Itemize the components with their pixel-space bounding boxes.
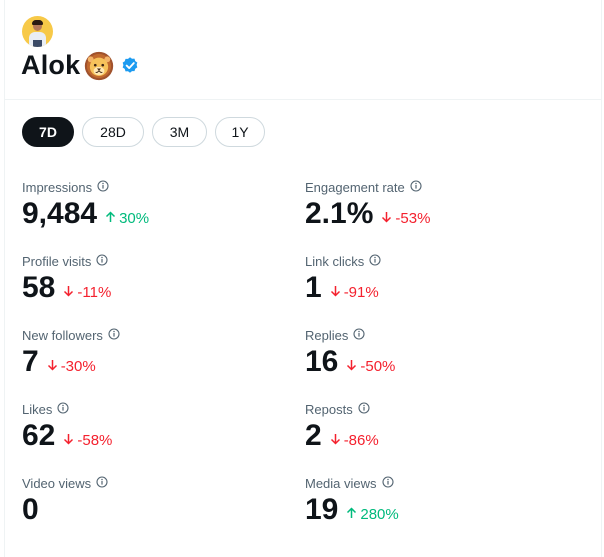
metric-change: -30% (47, 358, 96, 375)
metric-change-value: -11% (77, 284, 112, 301)
metric-likes: Likes 62 -58% (22, 401, 112, 453)
arrow-down-icon (63, 432, 74, 449)
metric-link-clicks: Link clicks 1 -91% (305, 253, 381, 305)
metric-value: 7 (22, 345, 39, 378)
metric-reposts: Reposts 2 -86% (305, 401, 379, 453)
metric-change-value: 280% (360, 506, 399, 523)
info-icon[interactable] (96, 475, 108, 491)
arrow-down-icon (346, 358, 357, 375)
metric-profile-visits: Profile visits 58 -11% (22, 253, 111, 305)
metric-value: 19 (305, 493, 339, 526)
metric-label-row: Likes (22, 401, 112, 417)
metric-engagement-rate: Engagement rate 2.1% -53% (305, 179, 430, 231)
metric-label: Reposts (305, 401, 353, 417)
metric-change-value: -58% (77, 432, 113, 449)
metric-change-value: -50% (360, 358, 396, 375)
analytics-card: Alok 7D 28D 3M 1Y Impressio (4, 0, 602, 557)
info-icon[interactable] (381, 475, 394, 491)
arrow-down-icon (330, 284, 341, 301)
metric-change: 280% (346, 506, 399, 523)
tab-28d[interactable]: 28D (82, 117, 144, 147)
metric-value-row: 58 -11% (22, 271, 111, 305)
info-icon[interactable] (410, 179, 422, 195)
metric-change: -50% (346, 358, 395, 375)
metric-value-row: 16 -50% (305, 345, 395, 379)
metric-value-row: 2.1% -53% (305, 197, 430, 231)
metric-media-views: Media views 19 280% (305, 475, 399, 527)
tab-7d[interactable]: 7D (22, 117, 74, 147)
tab-3m[interactable]: 3M (152, 117, 207, 147)
info-icon[interactable] (97, 179, 109, 195)
metric-value-row: 19 280% (305, 493, 399, 527)
avatar[interactable] (22, 16, 53, 47)
profile-name[interactable]: Alok (21, 50, 81, 80)
arrow-up-icon (346, 506, 357, 523)
metric-replies: Replies 16 -50% (305, 327, 395, 379)
metric-value: 1 (305, 271, 322, 304)
metric-label: Media views (305, 475, 377, 491)
metric-label: Profile visits (22, 253, 92, 269)
info-icon[interactable] (108, 327, 120, 343)
info-icon[interactable] (96, 253, 108, 269)
profile-name-row: Alok (21, 50, 140, 81)
metric-label-row: Engagement rate (305, 179, 430, 195)
metric-video-views: Video views 0 (22, 475, 108, 527)
metric-label-row: Media views (305, 475, 399, 491)
info-icon[interactable] (353, 327, 365, 343)
metric-label: Impressions (22, 179, 93, 195)
metric-change: -11% (63, 284, 111, 301)
metric-value: 62 (22, 419, 56, 452)
metric-change-value: -91% (343, 284, 379, 301)
metric-impressions: Impressions 9,484 30% (22, 179, 149, 231)
metric-change-value: -86% (343, 432, 379, 449)
metric-value: 9,484 (22, 197, 98, 230)
arrow-up-icon (105, 210, 116, 227)
metric-value-row: 62 -58% (22, 419, 112, 453)
metric-value-row: 9,484 30% (22, 197, 149, 231)
metric-label-row: Reposts (305, 401, 379, 417)
arrow-down-icon (330, 432, 341, 449)
time-range-tabs: 7D 28D 3M 1Y (22, 117, 265, 147)
metric-label: Video views (22, 475, 92, 491)
metric-label-row: New followers (22, 327, 120, 343)
metric-new-followers: New followers 7 -30% (22, 327, 120, 379)
metric-label-row: Profile visits (22, 253, 111, 269)
tab-1y[interactable]: 1Y (215, 117, 265, 147)
metric-value: 2.1% (305, 197, 374, 230)
metric-label-row: Impressions (22, 179, 149, 195)
metric-change: 30% (105, 210, 149, 227)
arrow-down-icon (47, 358, 58, 375)
metric-label-row: Link clicks (305, 253, 381, 269)
metric-change: -53% (381, 210, 430, 227)
metric-label: Likes (22, 401, 53, 417)
metric-change: -58% (63, 432, 112, 449)
metric-value-row: 1 -91% (305, 271, 381, 305)
profile-header: Alok (5, 0, 601, 100)
metric-label-row: Replies (305, 327, 395, 343)
metric-value: 58 (22, 271, 56, 304)
metric-change-value: -30% (60, 358, 96, 375)
info-icon[interactable] (369, 253, 381, 269)
metric-label: Link clicks (305, 253, 365, 269)
metric-label: New followers (22, 327, 103, 343)
metric-change-value: 30% (119, 210, 150, 227)
metric-value: 16 (305, 345, 339, 378)
metric-change: -91% (330, 284, 379, 301)
metric-label-row: Video views (22, 475, 108, 491)
lion-face-icon (85, 51, 114, 80)
metric-change-value: -53% (395, 210, 431, 227)
metric-value-row: 7 -30% (22, 345, 120, 379)
metric-change: -86% (330, 432, 379, 449)
verified-badge-icon (122, 56, 138, 73)
metric-value: 2 (305, 419, 322, 452)
info-icon[interactable] (358, 401, 370, 417)
metric-value: 0 (22, 493, 39, 526)
metric-value-row: 2 -86% (305, 419, 379, 453)
arrow-down-icon (63, 284, 74, 301)
info-icon[interactable] (57, 401, 69, 417)
arrow-down-icon (381, 210, 392, 227)
metric-label: Replies (305, 327, 349, 343)
metric-label: Engagement rate (305, 179, 405, 195)
metric-value-row: 0 (22, 493, 108, 527)
